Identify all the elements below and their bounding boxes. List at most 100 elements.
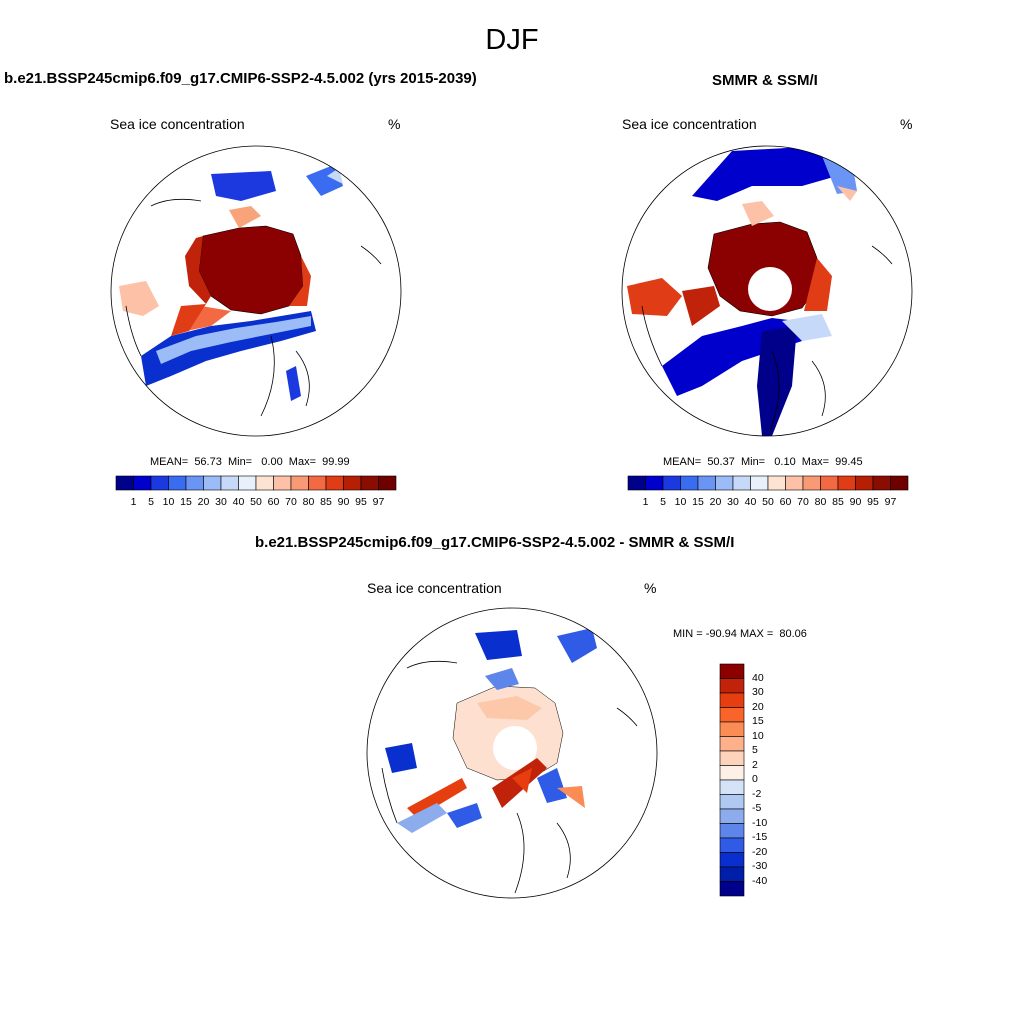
diff-colorbar-box (719, 765, 745, 781)
obs-colorbar-box (890, 475, 909, 491)
model-colorbar-box (238, 475, 257, 491)
diff-colorbar-box (719, 852, 745, 868)
diff-colorbar-box (719, 808, 745, 824)
obs-colorbar-label: 85 (832, 496, 844, 508)
diff-units-label: % (644, 580, 657, 596)
model-colorbar-label: 97 (372, 496, 385, 508)
diff-colorbar-label: -2 (752, 787, 762, 800)
model-colorbar-box (185, 475, 204, 491)
diff-colorbar-label: 5 (752, 744, 758, 756)
obs-panel-title: SMMR & SSM/I (712, 72, 818, 89)
diff-colorbar-box (719, 678, 745, 694)
model-colorbar-box (290, 475, 309, 491)
diff-colorbar-box (719, 881, 745, 897)
diff-colorbar-box (719, 707, 745, 723)
diff-colorbar-label: -5 (752, 802, 762, 814)
model-colorbar-box (115, 475, 134, 491)
obs-colorbar-box (802, 475, 821, 491)
obs-colorbar-label: 20 (709, 496, 722, 508)
obs-pole-hole (748, 267, 792, 311)
obs-colorbar-label: 90 (849, 496, 862, 508)
obs-colorbar-box (697, 475, 716, 491)
model-colorbar-label: 80 (302, 496, 315, 508)
obs-colorbar-label: 50 (762, 496, 774, 508)
diff-colorbar-label: -10 (752, 816, 768, 829)
model-polar-map (110, 145, 402, 437)
obs-colorbar-box (662, 475, 681, 491)
obs-colorbar-box (680, 475, 699, 491)
obs-colorbar-label: 1 (642, 496, 649, 508)
obs-colorbar-box (820, 475, 839, 491)
obs-colorbar-box (837, 475, 856, 491)
obs-colorbar-label: 30 (727, 496, 739, 508)
model-variable-label: Sea ice concentration (110, 116, 245, 132)
obs-colorbar-labels: 1 5 10 15 20 30 40 50 60 70 80 85 90 95 97 (628, 496, 908, 510)
diff-colorbar-box (719, 663, 745, 679)
model-colorbar-label: 1 (130, 496, 137, 508)
model-colorbar-box (308, 475, 327, 491)
obs-polar-map (621, 145, 913, 437)
diff-pole-hole (493, 726, 537, 770)
model-okhotsk-ice (211, 171, 276, 201)
diff-colorbar-label: -20 (752, 845, 768, 858)
model-colorbar-label: 90 (337, 496, 350, 508)
diff-colorbar-box (719, 794, 745, 810)
obs-stats: MEAN= 50.37 Min= 0.10 Max= 99.45 (663, 456, 863, 468)
diff-colorbar-label: 40 (752, 671, 764, 684)
obs-variable-label: Sea ice concentration (622, 116, 757, 132)
obs-colorbar-label: 60 (779, 496, 792, 508)
model-colorbar-label: 40 (232, 496, 245, 508)
diff-colorbar-label: 2 (752, 758, 758, 771)
diff-colorbar-box (719, 837, 745, 853)
obs-colorbar-label: 80 (814, 496, 827, 508)
diff-colorbar-box (719, 823, 745, 839)
diff-colorbar-label: -30 (752, 860, 768, 872)
diff-colorbar-label: 0 (752, 773, 758, 785)
diff-colorbar-label: 15 (752, 715, 764, 727)
model-colorbar-label: 95 (355, 496, 367, 508)
diff-colorbar-label: -40 (752, 874, 768, 887)
obs-units-label: % (900, 116, 913, 132)
obs-colorbar-box (627, 475, 646, 491)
model-panel-title: b.e21.BSSP245cmip6.f09_g17.CMIP6-SSP2-4.… (4, 70, 477, 87)
model-colorbar-box (168, 475, 187, 491)
obs-okhotsk-ice (692, 146, 837, 201)
diff-min-max: MIN = -90.94 MAX = 80.06 (673, 628, 807, 640)
diff-colorbar-box (719, 736, 745, 752)
obs-colorbar-label: 15 (692, 496, 704, 508)
diff-colorbar-box (719, 721, 745, 737)
model-colorbar-box (220, 475, 239, 491)
model-colorbar-label: 10 (162, 496, 175, 508)
diff-colorbar-labels: 40 30 20 15 10 5 2 0 -2 -5 -10 -15 -20 -30 -40 (752, 664, 792, 896)
page-title: DJF (485, 24, 539, 56)
obs-colorbar-label: 40 (744, 496, 757, 508)
diff-variable-label: Sea ice concentration (367, 580, 502, 596)
model-colorbar-labels: 1 5 10 15 20 30 40 50 60 70 80 85 90 95 97 (116, 496, 396, 510)
obs-colorbar-box (767, 475, 786, 491)
model-colorbar-box (325, 475, 344, 491)
model-colorbar-label: 60 (267, 496, 280, 508)
model-colorbar-box (255, 475, 274, 491)
obs-colorbar-label: 70 (797, 496, 809, 508)
model-colorbar-label: 5 (148, 496, 154, 508)
obs-colorbar (627, 475, 909, 491)
obs-colorbar-label: 95 (867, 496, 879, 508)
obs-colorbar-box (645, 475, 664, 491)
model-colorbar-box (150, 475, 169, 491)
diff-colorbar-label: 10 (752, 729, 764, 742)
model-colorbar-label: 70 (285, 496, 297, 508)
diff-colorbar-label: 30 (752, 686, 764, 698)
obs-colorbar-label: 97 (884, 496, 897, 508)
obs-colorbar-box (715, 475, 734, 491)
model-colorbar-label: 20 (197, 496, 210, 508)
model-colorbar-box (273, 475, 292, 491)
model-colorbar-label: 85 (320, 496, 332, 508)
diff-colorbar-label: -15 (752, 831, 768, 843)
diff-panel-title: b.e21.BSSP245cmip6.f09_g17.CMIP6-SSP2-4.… (255, 534, 735, 551)
diff-colorbar-box (719, 779, 745, 795)
model-colorbar-box (378, 475, 397, 491)
model-colorbar-box (360, 475, 379, 491)
model-colorbar-box (203, 475, 222, 491)
obs-colorbar-box (872, 475, 891, 491)
